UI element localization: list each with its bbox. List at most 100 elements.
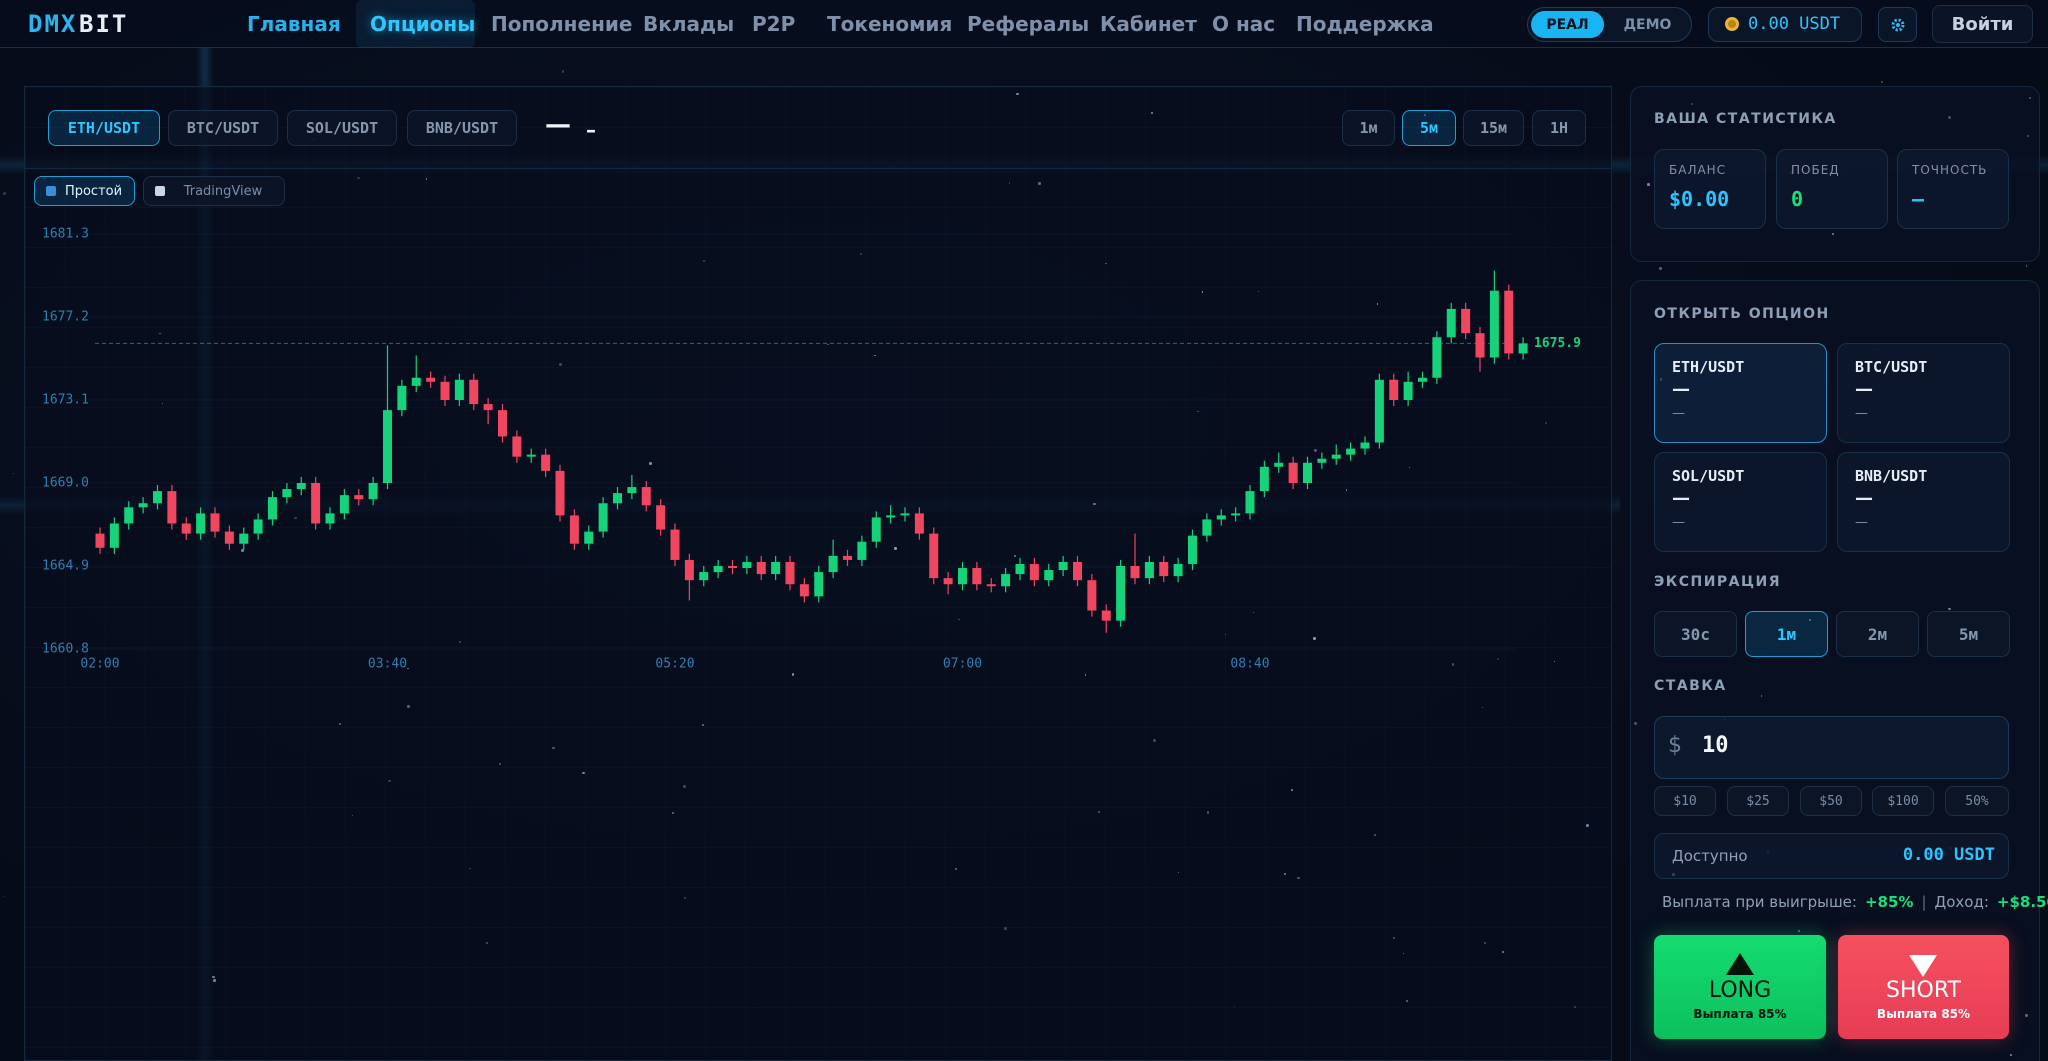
candle-body (613, 493, 622, 504)
short-button[interactable] (1838, 935, 2009, 1039)
candle-body (1015, 563, 1025, 575)
star (1573, 1005, 1576, 1008)
pair-change: — (1855, 515, 1868, 530)
section-title: СТАВКА (1654, 678, 1727, 694)
pair-card[interactable] (1654, 343, 1827, 443)
star (1790, 118, 1794, 122)
star (791, 673, 794, 676)
candle-body (1504, 290, 1514, 354)
candle-body (799, 584, 809, 597)
candle-body (843, 555, 852, 560)
candle-body (1403, 381, 1413, 400)
payout-label: Выплата при выигрыше: (1662, 893, 1857, 911)
quick-stake[interactable]: $100 (1872, 786, 1934, 816)
quick-stake[interactable]: $10 (1654, 786, 1716, 816)
login-button[interactable]: Войти (1932, 5, 2033, 43)
candle-body (296, 483, 306, 490)
candle-body (339, 495, 349, 514)
quick-stake[interactable]: 50% (1945, 786, 2009, 816)
available-box (1654, 833, 2009, 879)
mode-option[interactable]: ДЕМО (1623, 16, 1672, 33)
balance-box[interactable] (1708, 7, 1862, 42)
candle-body (742, 561, 752, 569)
pair-name: BTC/USDT (1855, 358, 1928, 376)
candle-body (311, 483, 321, 524)
stake-input[interactable] (1654, 716, 2009, 779)
star (827, 343, 829, 345)
timeframe-button[interactable]: 5м (1402, 110, 1456, 146)
candle-body (1360, 442, 1370, 449)
star (1482, 706, 1484, 708)
star (1293, 463, 1295, 465)
pair-tab[interactable]: BNB/USDT (407, 110, 517, 146)
candle-body (483, 404, 493, 411)
nav-link[interactable]: Главная (247, 12, 341, 36)
nav-link[interactable]: Опционы (370, 12, 476, 36)
candle-body (771, 561, 781, 575)
candle-body (555, 470, 565, 516)
nav-link[interactable]: P2P (752, 12, 796, 36)
quick-stake[interactable]: $25 (1727, 786, 1789, 816)
pair-tab[interactable]: BTC/USDT (168, 110, 278, 146)
timeframe-button[interactable]: 1Н (1532, 110, 1586, 146)
stake-value: 10 (1702, 733, 1729, 758)
star (1093, 503, 1096, 506)
candle-body (1058, 561, 1068, 571)
view-button[interactable]: TradingView (143, 176, 285, 206)
quick-stake[interactable]: $50 (1800, 786, 1862, 816)
star (1097, 811, 1100, 813)
candle-body (469, 379, 479, 405)
candle-body (670, 529, 680, 560)
expiry-button[interactable]: 30с (1654, 611, 1737, 657)
nav-link[interactable]: Пополнение (491, 12, 633, 36)
stat-value: — (1912, 187, 1925, 211)
long-button[interactable] (1654, 935, 1826, 1039)
star (1405, 999, 1408, 1002)
timeframe-button[interactable]: 15м (1463, 110, 1524, 146)
pair-card[interactable] (1654, 452, 1827, 552)
available-label: Доступно (1672, 847, 1748, 865)
pair-tab[interactable]: SOL/USDT (287, 110, 397, 146)
candle-body (1346, 448, 1356, 455)
star (1690, 102, 1694, 106)
expiry-button[interactable]: 5м (1927, 611, 2010, 657)
pair-tab[interactable]: ETH/USDT (48, 110, 160, 146)
candle-body (1303, 462, 1312, 483)
candle-body (167, 491, 177, 524)
long-label: LONG (1708, 978, 1772, 1003)
pair-change: — (1855, 406, 1868, 421)
pair-card[interactable] (1837, 343, 2010, 443)
star (1313, 449, 1317, 452)
candle-body (1029, 563, 1039, 581)
timeframe-button[interactable]: 1м (1342, 110, 1395, 146)
mode-option[interactable]: РЕАЛ (1546, 16, 1589, 33)
candle-body (1188, 535, 1197, 564)
candle-body (1432, 337, 1442, 378)
nav-link[interactable]: Вклады (643, 12, 735, 36)
star (1496, 657, 1500, 660)
expiry-button[interactable]: 2м (1836, 611, 1919, 657)
section-title: ВАША СТАТИСТИКА (1654, 111, 1837, 127)
nav-link[interactable]: О нас (1212, 12, 1276, 36)
star (1484, 942, 1486, 944)
candle-body (814, 572, 824, 597)
candle-body (713, 566, 723, 573)
stat-card (1776, 149, 1888, 229)
coin-icon (1725, 17, 1739, 31)
candle-body (1461, 308, 1471, 334)
nav-link[interactable]: Токеномия (827, 12, 953, 36)
nav-link[interactable]: Поддержка (1296, 12, 1434, 36)
star (1881, 80, 1884, 84)
nav-link[interactable]: Кабинет (1100, 12, 1197, 36)
candle-body (1489, 290, 1499, 358)
payout-value: +85% (1864, 893, 1914, 911)
candle-body (986, 584, 996, 587)
candle-body (383, 410, 392, 483)
star (1197, 410, 1199, 413)
candle-body (368, 483, 378, 500)
pair-card[interactable] (1837, 452, 2010, 552)
candle-body (886, 515, 896, 518)
settings-button[interactable] (1878, 7, 1917, 42)
expiry-button[interactable]: 1м (1745, 611, 1828, 657)
nav-link[interactable]: Рефералы (967, 12, 1090, 36)
